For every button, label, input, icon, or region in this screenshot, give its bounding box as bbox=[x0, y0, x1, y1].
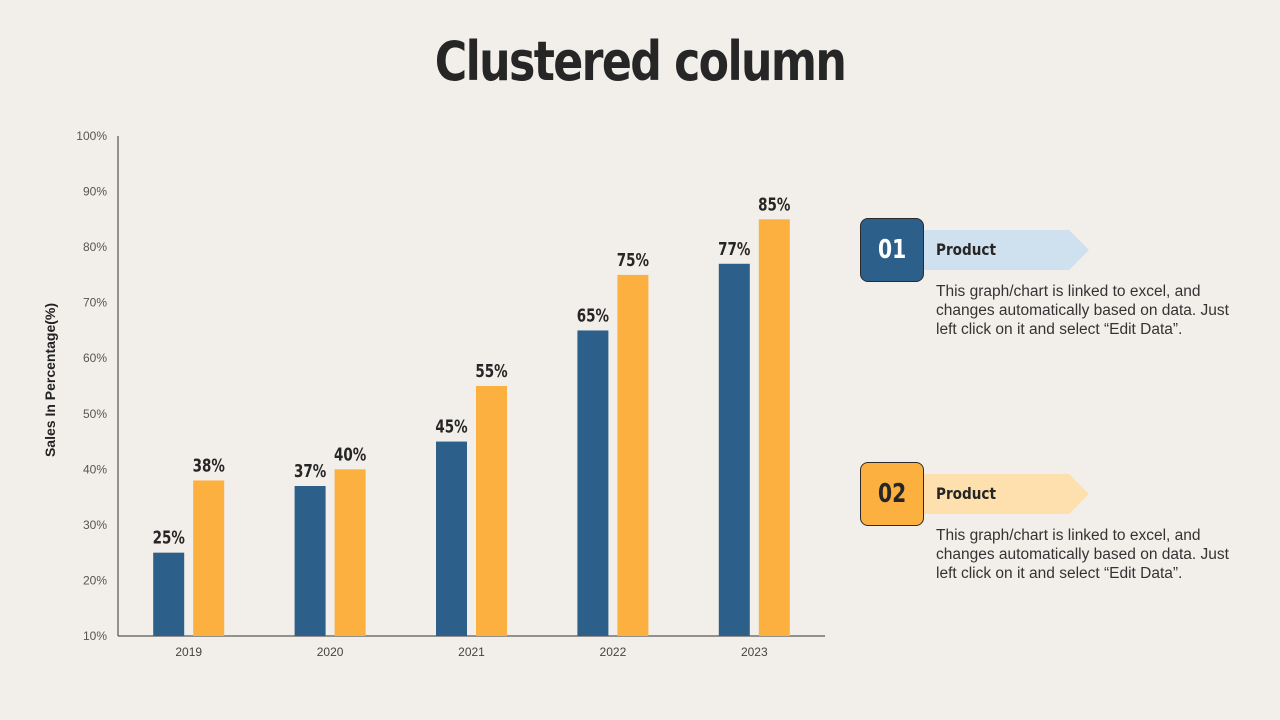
data-label: 37% bbox=[294, 460, 326, 481]
bar-series-2 bbox=[758, 219, 790, 637]
y-tick-label: 60% bbox=[83, 351, 107, 365]
x-tick-label: 2023 bbox=[741, 645, 768, 659]
y-tick-label: 40% bbox=[83, 462, 107, 476]
data-label: 55% bbox=[475, 360, 507, 381]
bar-series-1 bbox=[436, 441, 467, 636]
page-title: Clustered column bbox=[434, 30, 847, 93]
legend-number-badge: 01 bbox=[860, 218, 924, 282]
x-tick-label: 2021 bbox=[458, 645, 485, 659]
bar-series-1 bbox=[294, 486, 326, 636]
y-axis-title: Sales In Percentage(%) bbox=[42, 303, 58, 457]
bar-series-2 bbox=[334, 469, 366, 636]
x-tick-label: 2019 bbox=[175, 645, 202, 659]
data-label: 65% bbox=[577, 304, 609, 325]
y-tick-label: 70% bbox=[83, 296, 107, 310]
y-tick-label: 50% bbox=[83, 407, 107, 421]
legend-number-badge: 02 bbox=[860, 462, 924, 526]
y-tick-label: 90% bbox=[83, 185, 107, 199]
bar-series-1 bbox=[718, 263, 750, 636]
legend-description: This graph/chart is linked to excel, and… bbox=[936, 283, 1229, 338]
legend-item-1: 01 Product This graph/chart is linked to… bbox=[860, 218, 1260, 348]
legend-label: Product bbox=[936, 240, 997, 259]
x-tick-label: 2022 bbox=[600, 645, 627, 659]
bar-series-1 bbox=[577, 330, 609, 636]
data-label: 38% bbox=[193, 454, 225, 475]
arrow-banner bbox=[924, 474, 1089, 514]
legend-description: This graph/chart is linked to excel, and… bbox=[936, 527, 1229, 582]
bar-series-1 bbox=[153, 552, 185, 636]
y-tick-label: 80% bbox=[83, 240, 107, 254]
bar-series-2 bbox=[476, 386, 507, 636]
data-label: 45% bbox=[435, 416, 467, 437]
data-label: 25% bbox=[153, 527, 185, 548]
data-label: 75% bbox=[617, 249, 649, 270]
bar-series-2 bbox=[617, 274, 649, 636]
y-tick-label: 10% bbox=[83, 629, 107, 643]
y-tick-label: 30% bbox=[83, 518, 107, 532]
x-tick-label: 2020 bbox=[317, 645, 344, 659]
legend-item-2: 02 Product This graph/chart is linked to… bbox=[860, 462, 1260, 592]
data-label: 40% bbox=[334, 443, 366, 464]
legend-label: Product bbox=[936, 484, 997, 503]
y-tick-label: 20% bbox=[83, 573, 107, 587]
data-label: 85% bbox=[758, 193, 790, 214]
y-tick-label: 100% bbox=[76, 129, 107, 143]
arrow-banner bbox=[924, 230, 1089, 270]
bar-series-2 bbox=[193, 480, 225, 636]
data-label: 77% bbox=[718, 238, 750, 259]
